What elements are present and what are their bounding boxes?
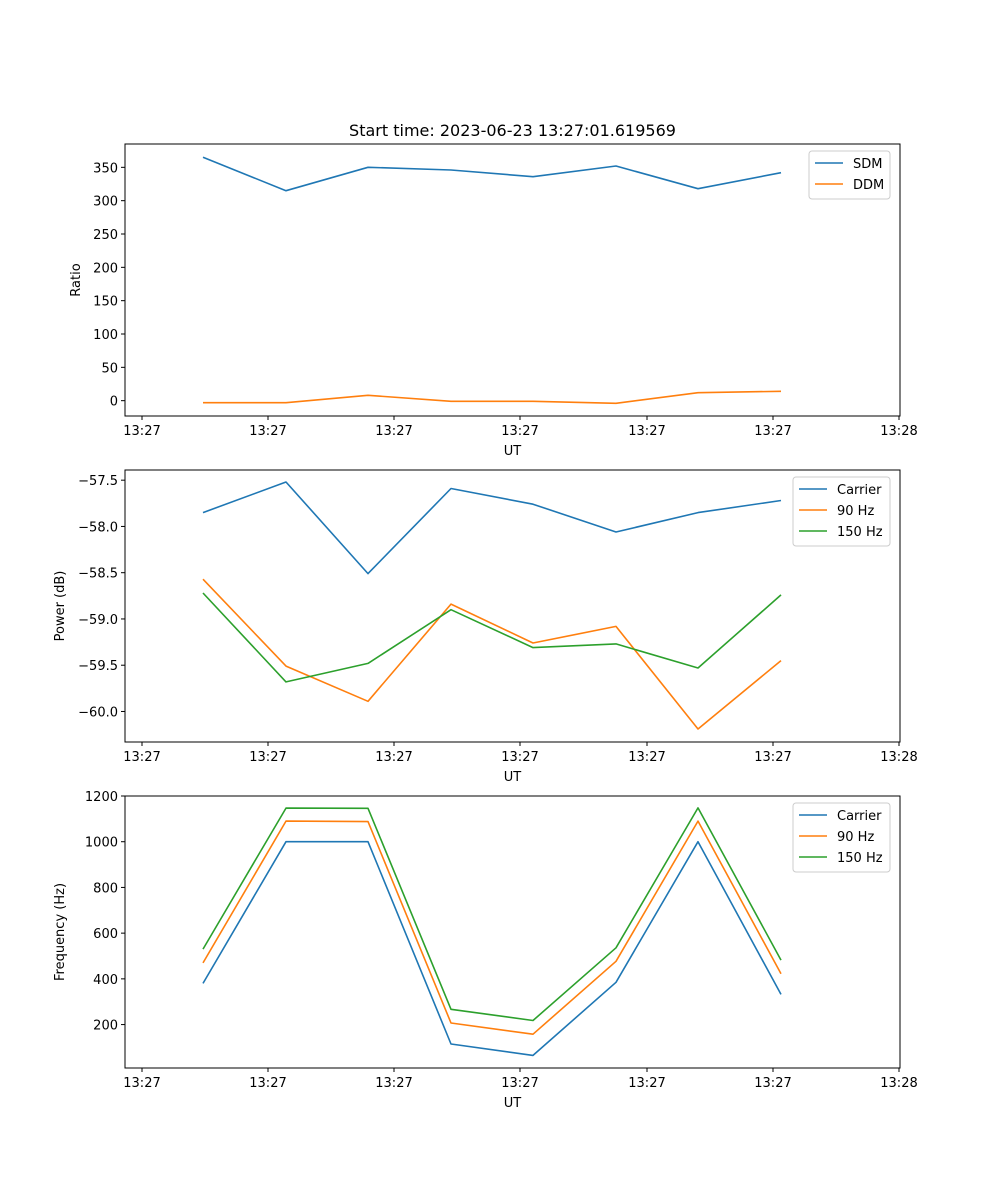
x-axis-label: UT [504, 444, 522, 459]
x-tick-label: 13:27 [375, 1076, 412, 1091]
x-tick-label: 13:27 [249, 1076, 286, 1091]
y-tick-label: 100 [93, 328, 118, 343]
plot-area [124, 795, 901, 1069]
legend-entry: Carrier [837, 483, 882, 498]
legend-entry: 150 Hz [837, 851, 883, 866]
y-tick-label: 200 [93, 1019, 118, 1034]
legend-entry: 90 Hz [837, 504, 874, 519]
y-tick-label: −57.5 [78, 474, 118, 489]
x-tick-label: 13:27 [375, 750, 412, 765]
y-tick-label: 350 [93, 161, 118, 176]
x-tick-label: 13:27 [754, 1076, 791, 1091]
series-line-carrier [202, 840, 782, 1057]
legend-box [792, 476, 891, 547]
x-tick-label: 13:27 [754, 750, 791, 765]
y-axis-label: Frequency (Hz) [53, 883, 68, 981]
y-tick-label: 250 [93, 228, 118, 243]
series-line-150-hz [202, 592, 782, 683]
series-line-90-hz [202, 578, 782, 730]
legend-entry: 90 Hz [837, 830, 874, 845]
y-tick-label: 400 [93, 973, 118, 988]
plot-area [124, 143, 901, 417]
x-tick-label: 13:27 [249, 750, 286, 765]
chart-panel-3: 13:27 13:27 13:27 13:27 13:27 13:27 13:28 200 40… [53, 790, 918, 1111]
y-tick-label: 300 [93, 195, 118, 210]
series-line-90-hz [202, 820, 782, 1035]
series-line-carrier [202, 481, 782, 575]
y-tick-label: 600 [93, 927, 118, 942]
x-tick-label: 13:28 [880, 750, 917, 765]
x-tick-label: 13:27 [628, 1076, 665, 1091]
y-tick-label: −58.0 [78, 520, 118, 535]
legend: Carrier 90 Hz 150 Hz [792, 802, 891, 873]
x-tick-label: 13:27 [628, 424, 665, 439]
y-axis-label: Power (dB) [53, 571, 68, 642]
y-tick-label: 0 [110, 395, 118, 410]
legend: Carrier 90 Hz 150 Hz [792, 476, 891, 547]
x-tick-label: 13:28 [880, 1076, 917, 1091]
x-tick-label: 13:27 [375, 424, 412, 439]
y-tick-label: −59.0 [78, 613, 118, 628]
x-tick-label: 13:27 [501, 1076, 538, 1091]
y-tick-label: 800 [93, 881, 118, 896]
y-tick-label: 150 [93, 295, 118, 310]
legend-entry: Carrier [837, 809, 882, 824]
chart-panel-2: 13:27 13:27 13:27 13:27 13:27 13:27 13:28 −57.5… [53, 469, 918, 785]
y-tick-label: −60.0 [78, 705, 118, 720]
legend-box [792, 802, 891, 873]
series-line-150-hz [202, 807, 782, 1022]
legend-entry: SDM [853, 157, 882, 172]
x-tick-label: 13:27 [754, 424, 791, 439]
y-tick-label: 1200 [85, 790, 118, 805]
legend-entry: 150 Hz [837, 525, 883, 540]
x-tick-label: 13:27 [123, 750, 160, 765]
series-line-sdm [202, 156, 782, 192]
y-tick-label: −58.5 [78, 567, 118, 582]
x-tick-label: 13:27 [501, 750, 538, 765]
x-axis-label: UT [504, 770, 522, 785]
x-axis-label: UT [504, 1096, 522, 1111]
series-line-ddm [203, 390, 782, 405]
x-tick-label: 13:28 [880, 424, 917, 439]
y-tick-label: −59.5 [78, 659, 118, 674]
chart-title: Start time: 2023-06-23 13:27:01.619569 [349, 121, 676, 140]
y-tick-label: 1000 [85, 836, 118, 851]
y-tick-label: 50 [101, 361, 118, 376]
x-tick-label: 13:27 [123, 1076, 160, 1091]
x-tick-label: 13:27 [628, 750, 665, 765]
y-axis-label: Ratio [69, 263, 84, 296]
legend: SDM DDM [808, 150, 891, 200]
y-tick-label: 200 [93, 261, 118, 276]
x-tick-label: 13:27 [249, 424, 286, 439]
chart-panel-1: Start time: 2023-06-23 13:27:01.619569 13… [69, 121, 918, 459]
plot-area [124, 469, 901, 743]
x-tick-label: 13:27 [501, 424, 538, 439]
x-tick-label: 13:27 [123, 424, 160, 439]
legend-entry: DDM [853, 178, 884, 193]
